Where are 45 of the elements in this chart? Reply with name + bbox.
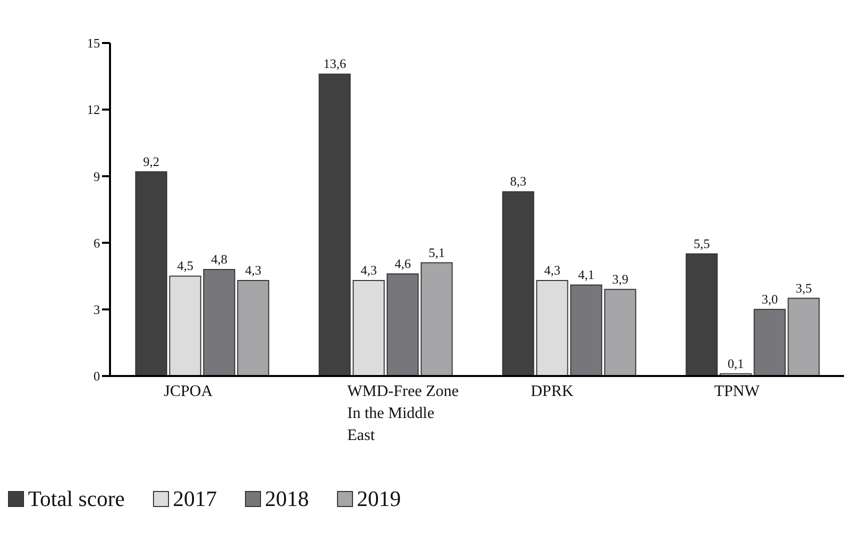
y-tick-label: 15: [87, 36, 100, 51]
data-label: 0,1: [728, 356, 744, 371]
data-label: 3,9: [612, 271, 628, 286]
bar: [237, 280, 270, 376]
y-tick-label: 6: [94, 235, 100, 250]
bar: [754, 308, 786, 376]
bar: [502, 191, 534, 376]
data-label: 4,3: [360, 262, 377, 278]
data-label: 4,6: [394, 256, 412, 271]
bar: [420, 262, 453, 376]
y-tick-label: 12: [87, 102, 100, 118]
bar: [788, 298, 820, 376]
data-label: 9,2: [143, 154, 160, 169]
data-label: 13,6: [323, 56, 347, 72]
legend-label: Total score: [28, 486, 125, 512]
bar: [135, 171, 168, 376]
y-tick-label: 9: [94, 168, 100, 184]
y-tick-label: 3: [94, 302, 100, 318]
x-tick-label: WMD-Free Zone In the Middle East: [347, 383, 459, 444]
legend-label: 2019: [356, 486, 401, 512]
bar: [686, 253, 718, 376]
bar: [604, 288, 636, 376]
bar: [386, 273, 419, 376]
data-label: 3,0: [762, 291, 778, 306]
x-tick-label: TPNW: [714, 383, 760, 400]
data-label: 4,5: [177, 258, 194, 274]
data-label: 4,8: [211, 251, 228, 266]
bar: [570, 284, 602, 376]
bar: [318, 74, 351, 376]
data-label: 4,3: [245, 262, 262, 278]
x-tick-label: JCPOA: [164, 383, 214, 400]
x-tick-label: DPRK: [530, 383, 574, 400]
data-label: 5,1: [428, 244, 445, 260]
bar: [536, 280, 568, 376]
bar: [352, 280, 385, 376]
data-label: 4,1: [578, 266, 594, 282]
legend-label: 2018: [264, 486, 309, 512]
data-label: 5,5: [694, 236, 710, 251]
y-tick-label: 0: [94, 368, 100, 384]
bar: [169, 276, 202, 376]
data-label: 4,3: [544, 262, 560, 278]
data-label: 3,5: [796, 280, 812, 296]
bar: [203, 268, 236, 376]
data-label: 8,3: [510, 174, 526, 189]
legend-label: 2017: [172, 486, 217, 512]
